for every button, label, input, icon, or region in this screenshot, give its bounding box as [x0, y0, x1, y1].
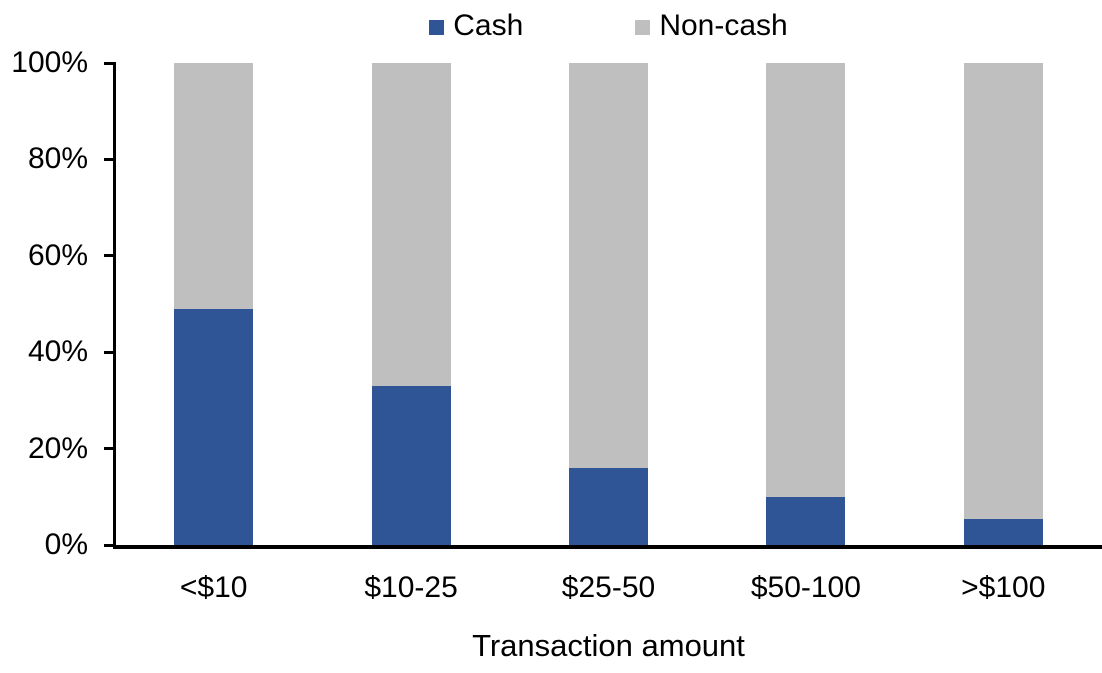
- y-tick-mark: [104, 254, 114, 258]
- y-tick-mark: [104, 447, 114, 451]
- y-tick-label: 40%: [27, 335, 88, 369]
- x-tick-label: >$100: [961, 571, 1046, 604]
- y-tick-mark: [104, 543, 114, 547]
- y-tick-label: 80%: [27, 142, 88, 176]
- x-axis-title: Transaction amount: [472, 628, 745, 663]
- stacked-bar-1: [174, 63, 254, 545]
- cash-swatch-icon: [429, 20, 445, 35]
- bar-segment-cash: [963, 518, 1043, 545]
- bar-segment-non-cash: [766, 63, 846, 497]
- x-tick-label: $25-50: [561, 571, 656, 604]
- legend-item-cash: Cash: [429, 4, 523, 48]
- bar-segment-cash: [371, 385, 451, 545]
- stacked-bar-3: [569, 63, 648, 545]
- bar-segment-non-cash: [371, 63, 451, 386]
- bar-segment-cash: [569, 467, 648, 545]
- y-tick-label: 0%: [44, 528, 88, 561]
- bar-segment-non-cash: [963, 63, 1043, 519]
- bar-segment-non-cash: [174, 63, 254, 309]
- chart-legend: Cash Non-cash: [115, 4, 1102, 48]
- y-tick-mark: [104, 157, 114, 161]
- x-tick-label: $10-25: [364, 571, 458, 604]
- bar-segment-non-cash: [569, 63, 648, 468]
- y-tick-label: 60%: [27, 238, 88, 272]
- stacked-bar-5: [963, 63, 1043, 545]
- stacked-bar-2: [371, 63, 451, 545]
- noncash-swatch-icon: [635, 20, 651, 35]
- x-axis-line: [113, 545, 1102, 549]
- bar-segment-cash: [174, 308, 254, 545]
- y-axis-line: [113, 62, 116, 549]
- y-tick-mark: [104, 61, 114, 65]
- legend-label-noncash: Non-cash: [659, 9, 788, 42]
- x-tick-label: <$10: [179, 571, 248, 604]
- stacked-bar-4: [766, 63, 846, 545]
- y-tick-mark: [104, 350, 114, 354]
- legend-item-noncash: Non-cash: [635, 4, 788, 48]
- x-tick-label: $50-100: [750, 571, 861, 604]
- y-tick-label: 100%: [11, 46, 88, 79]
- bar-segment-cash: [766, 496, 846, 545]
- legend-label-cash: Cash: [453, 9, 524, 42]
- y-tick-label: 20%: [27, 431, 88, 465]
